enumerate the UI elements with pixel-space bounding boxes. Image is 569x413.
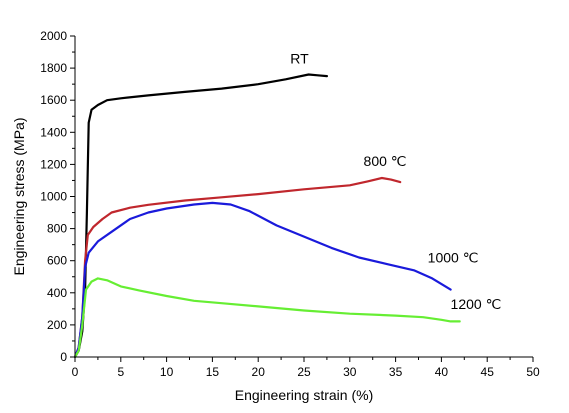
series-line-0 [73,73,328,359]
x-tick-label: 0 [72,365,79,379]
x-tick-label: 15 [206,365,220,379]
series-labels: RT 800 ℃ 1000 ℃ 1200 ℃ [290,50,501,312]
x-tick-label: 20 [252,365,266,379]
series-label-1: 800 ℃ [364,153,407,169]
y-tick-label: 1800 [40,61,67,75]
x-tick-label: 40 [435,365,449,379]
x-axis-label: Engineering strain (%) [235,387,374,403]
x-tick-label: 50 [526,365,540,379]
y-tick-label: 1600 [40,93,67,107]
y-tick-label: 200 [47,318,67,332]
series-label-3: 1200 ℃ [451,296,502,312]
y-tick-label: 800 [47,222,67,236]
series-line-3 [73,277,461,359]
series-label-2: 1000 ℃ [428,249,479,265]
x-ticks: 0 5 10 15 20 25 30 35 40 45 50 [72,357,540,379]
series-label-0: RT [290,50,309,66]
x-tick-label: 35 [389,365,403,379]
y-tick-label: 1400 [40,125,67,139]
x-tick-label: 45 [481,365,495,379]
x-tick-label: 25 [297,365,311,379]
y-tick-label: 400 [47,286,67,300]
y-ticks: 0 200 400 600 800 1000 1200 1400 1600 1800 2000 [40,29,75,364]
series-layer [73,73,461,359]
y-tick-label: 600 [47,254,67,268]
x-tick-label: 10 [160,365,174,379]
series-line-2 [73,201,452,359]
y-tick-label: 2000 [40,29,67,43]
x-tick-label: 30 [343,365,357,379]
x-tick-label: 5 [117,365,124,379]
y-tick-label: 1000 [40,190,67,204]
y-axis-label: Engineering stress (MPa) [11,118,27,276]
y-tick-label: 0 [60,350,67,364]
series-line-1 [73,176,402,359]
y-tick-label: 1200 [40,157,67,171]
